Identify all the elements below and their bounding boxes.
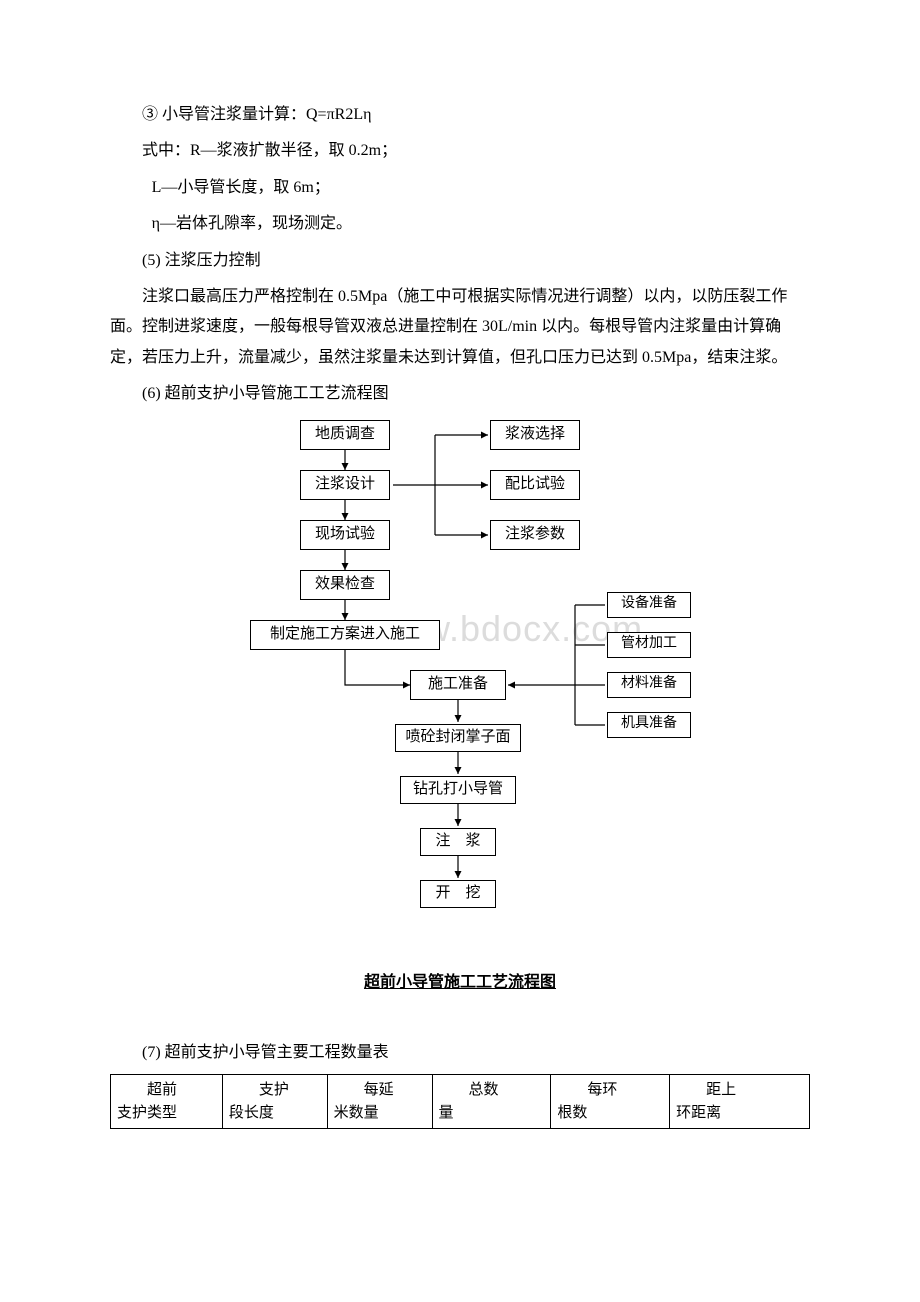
col4-l2: 量 (439, 1105, 454, 1121)
formula-where-eta: η—岩体孔隙率，现场测定。 (110, 209, 810, 239)
section-7-heading: (7) 超前支护小导管主要工程数量表 (110, 1038, 810, 1068)
table-row: 超前 支护类型 支护 段长度 每延 米数量 总数 量 每环 根数 距上 环距离 (111, 1075, 810, 1129)
formula-where-r: 式中：R—浆液扩散半径，取 0.2m； (110, 136, 810, 166)
node-plan: 制定施工方案进入施工 (250, 620, 440, 650)
node-ratio: 配比试验 (490, 470, 580, 500)
node-equip: 设备准备 (607, 592, 691, 618)
col1-l2: 支护类型 (117, 1105, 177, 1121)
node-design: 注浆设计 (300, 470, 390, 500)
flowchart: www.bdocx.com 地质调查 注浆设计 现场试 (210, 420, 710, 950)
node-drill: 钻孔打小导管 (400, 776, 516, 804)
node-params: 注浆参数 (490, 520, 580, 550)
formula-where-l: L—小导管长度，取 6m； (110, 173, 810, 203)
node-excavate: 开 挖 (420, 880, 496, 908)
col3-l2: 米数量 (334, 1105, 379, 1121)
col5-l2: 根数 (557, 1105, 587, 1121)
node-slurry: 浆液选择 (490, 420, 580, 450)
node-geology: 地质调查 (300, 420, 390, 450)
col3-l1: 每延 (364, 1082, 394, 1098)
node-pipe: 管材加工 (607, 632, 691, 658)
section-5-body: 注浆口最高压力严格控制在 0.5Mpa（施工中可根据实际情况进行调整）以内，以防… (110, 282, 810, 373)
col4-l1: 总数 (469, 1082, 499, 1098)
col6-l2: 环距离 (676, 1105, 721, 1121)
section-6-heading: (6) 超前支护小导管施工工艺流程图 (110, 379, 810, 409)
col2-l1: 支护 (259, 1082, 289, 1098)
flowchart-caption: 超前小导管施工工艺流程图 (110, 968, 810, 998)
node-check: 效果检查 (300, 570, 390, 600)
node-tool: 机具准备 (607, 712, 691, 738)
col2-l2: 段长度 (229, 1105, 274, 1121)
col1-l1: 超前 (147, 1082, 177, 1098)
quantities-table: 超前 支护类型 支护 段长度 每延 米数量 总数 量 每环 根数 距上 环距离 (110, 1074, 810, 1129)
formula-line: ③ 小导管注浆量计算：Q=πR2Lη (110, 100, 810, 130)
section-5-heading: (5) 注浆压力控制 (110, 246, 810, 276)
node-prep: 施工准备 (410, 670, 506, 700)
node-grout: 注 浆 (420, 828, 496, 856)
node-seal: 喷砼封闭掌子面 (395, 724, 521, 752)
node-fieldtest: 现场试验 (300, 520, 390, 550)
col6-l1: 距上 (706, 1082, 736, 1098)
col5-l1: 每环 (587, 1082, 617, 1098)
node-material: 材料准备 (607, 672, 691, 698)
